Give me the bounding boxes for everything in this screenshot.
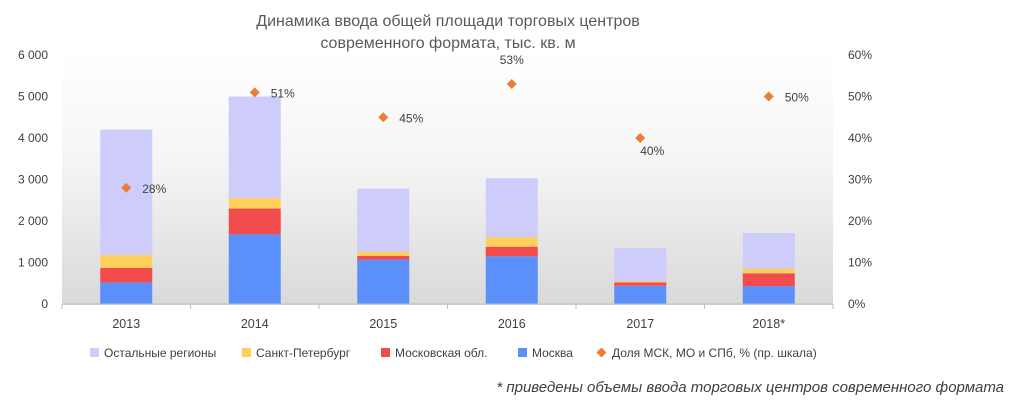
bar-segment [100,267,153,283]
right-tick-label: 0% [848,297,866,311]
right-tick-label: 20% [848,214,872,228]
bar-segment [100,282,153,304]
right-axis-ticks: 0% 10% 20% 30% 40% 50% 60% [848,48,872,311]
right-tick-label: 10% [848,256,872,270]
bars-layer [100,96,795,304]
right-tick-label: 50% [848,90,872,104]
share-data-label: 40% [640,144,664,158]
share-data-labels: 28% 51% 45% 53% 40% 50% [142,53,809,196]
category-labels: 2013 2014 2015 2016 2017 2018* [112,317,785,331]
left-tick-label: 5 000 [18,90,48,104]
legend-label-other-regions: Остальные регионы [104,346,216,360]
category-label: 2013 [112,317,140,331]
left-tick-label: 3 000 [18,173,48,187]
share-marker [635,133,646,143]
legend-swatch-spb [242,348,251,357]
bar-segment [357,259,410,304]
bar-segment [485,246,538,257]
bar-segment [614,282,667,286]
chart-title-line-2: современного формата, тыс. кв. м [320,35,575,52]
left-axis-ticks: 0 1 000 2 000 3 000 4 000 5 000 6 000 [18,48,48,311]
bar-segment [100,255,153,268]
legend-swatch-mo [381,348,390,357]
share-marker [121,182,132,193]
legend-marker-share-icon [596,347,607,358]
bar-segment [614,281,667,283]
legend-label-mo: Московская обл. [395,346,487,360]
legend-swatch-moscow [518,348,527,357]
bar-segment [742,233,795,269]
legend-label-spb: Санкт-Петербург [256,346,351,360]
category-label: 2015 [369,317,397,331]
legend-label-moscow: Москва [532,346,573,360]
left-tick-label: 6 000 [18,48,48,62]
category-label: 2017 [626,317,654,331]
bar-segment [742,286,795,304]
bar-segment [614,285,667,304]
legend: Остальные регионы Санкт-Петербург Москов… [90,346,817,360]
category-label: 2018* [752,317,785,331]
bar-segment [614,247,667,282]
category-label: 2014 [241,317,269,331]
share-marker [763,91,774,102]
right-tick-label: 30% [848,173,872,187]
bar-segment [742,268,795,274]
share-marker [506,79,517,90]
bar-segment [228,208,281,235]
footnote: * приведены объемы ввода торговых центро… [496,379,1004,396]
share-data-label: 45% [399,111,423,125]
share-data-label: 51% [271,86,295,100]
bar-segment [228,96,281,199]
chart-title-line-1: Динамика ввода общей площади торговых це… [256,13,640,30]
share-data-label: 53% [500,53,524,67]
share-data-label: 50% [785,91,809,105]
right-tick-label: 60% [848,48,872,62]
legend-label-share: Доля МСК, МО и СПб, % (пр. шкала) [612,346,817,360]
bar-segment [742,273,795,287]
share-marker [249,87,260,98]
share-data-label: 28% [142,182,166,196]
share-markers-layer [121,79,774,193]
left-tick-label: 2 000 [18,214,48,228]
plot-background [62,55,833,305]
left-tick-label: 4 000 [18,131,48,145]
bar-segment [485,237,538,247]
right-tick-label: 40% [848,131,872,145]
share-marker [378,112,389,123]
bar-segment [357,255,410,260]
bar-segment [228,198,281,209]
category-label: 2016 [498,317,526,331]
bar-segment [357,251,410,256]
bar-segment [485,256,538,304]
bar-segment [228,234,281,304]
bar-segment [485,178,538,238]
bar-segment [357,188,410,252]
x-axis-tick-marks [61,304,834,309]
left-tick-label: 1 000 [18,256,48,270]
legend-swatch-other-regions [90,348,99,357]
left-tick-label: 0 [41,297,48,311]
